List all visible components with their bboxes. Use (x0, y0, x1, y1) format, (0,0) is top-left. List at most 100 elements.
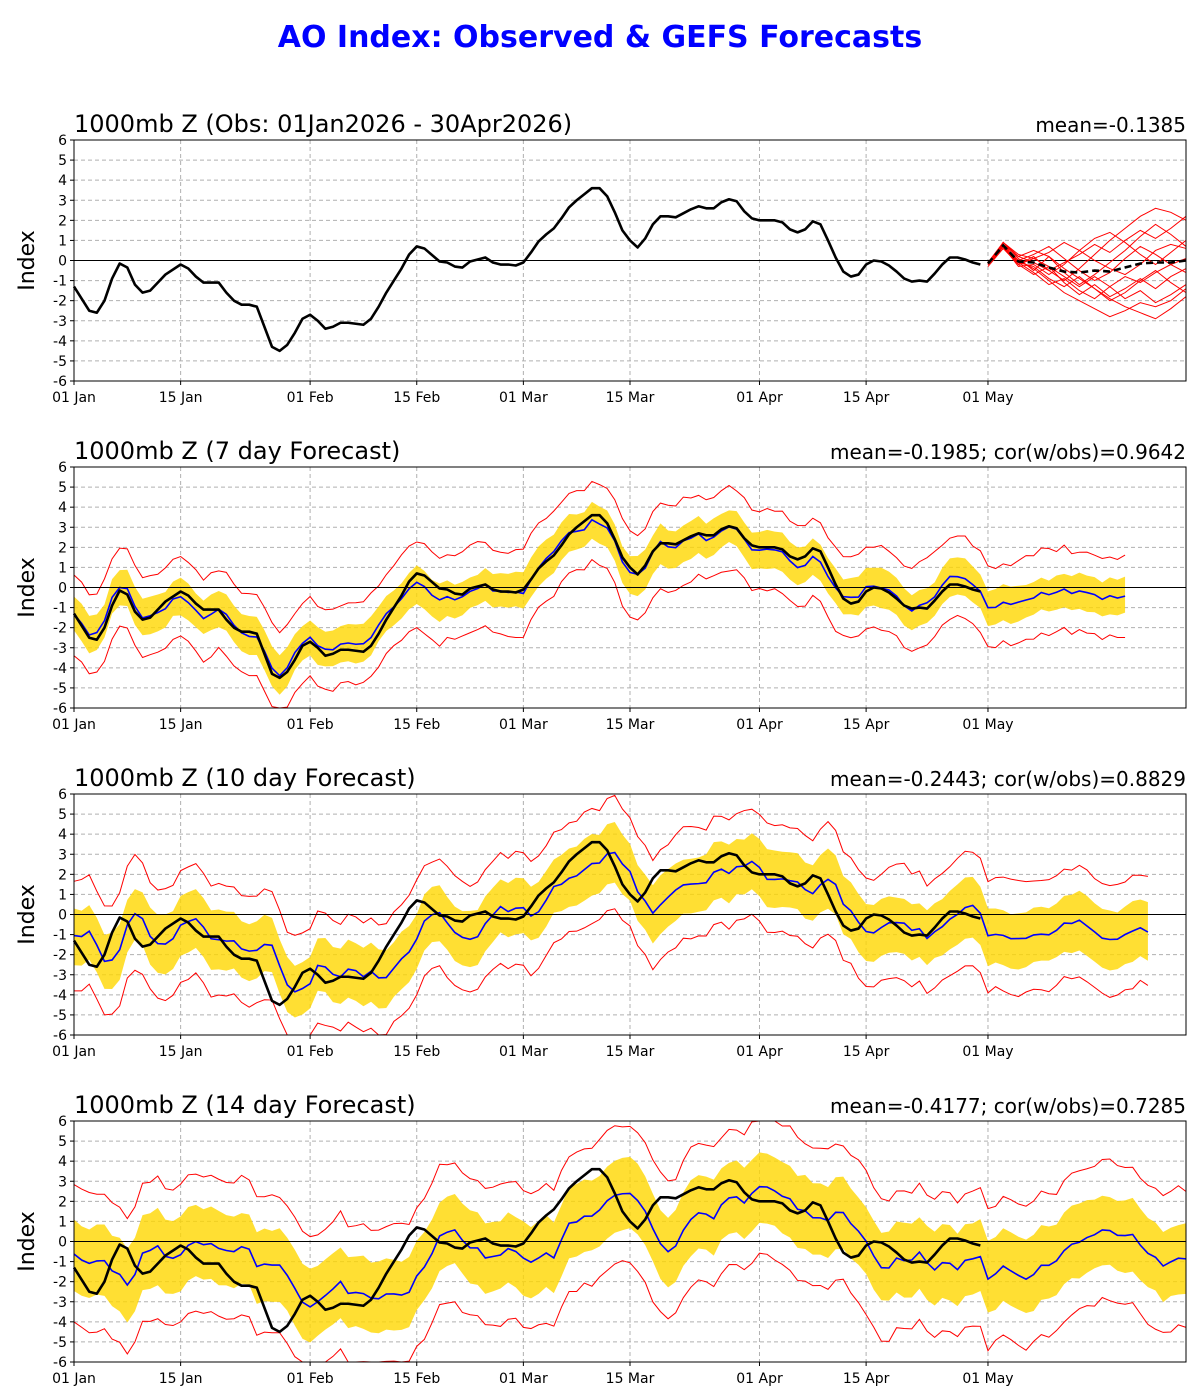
forecast-spread-band (74, 1152, 1186, 1343)
y-tick-label: 5 (58, 807, 67, 823)
ensemble-member-line (987, 245, 1187, 300)
y-tick-label: -5 (53, 354, 67, 370)
x-tick-label: 01 Feb (287, 717, 334, 733)
forecast-min-line (73, 558, 1126, 709)
y-tick-label: -5 (53, 1335, 67, 1351)
y-tick-label: -5 (53, 681, 67, 697)
x-tick-label: 01 Mar (499, 717, 548, 733)
chart-panel-4: 1000mb Z (14 day Forecast) mean=-0.4177; … (15, 1091, 1187, 1387)
x-tick-label: 15 Feb (393, 1044, 440, 1060)
y-axis-label: Index (15, 1211, 40, 1272)
x-tick-label: 01 Apr (736, 717, 783, 733)
y-tick-label: -1 (53, 274, 67, 290)
ensemble-member-line (987, 243, 1187, 282)
x-tick-label: 01 Apr (736, 390, 783, 406)
x-tick-label: 01 Apr (736, 1371, 783, 1387)
y-tick-label: -1 (53, 601, 67, 617)
page-title: AO Index: Observed & GEFS Forecasts (277, 20, 923, 55)
forecast-min-line (73, 1252, 1187, 1363)
y-tick-label: -2 (53, 1275, 67, 1291)
x-tick-label: 15 Feb (393, 1371, 440, 1387)
forecast-max-line (73, 794, 1148, 936)
y-tick-label: 4 (58, 500, 67, 516)
forecast-spread-band (74, 501, 1126, 695)
panel-stats: mean=-0.1385 (1035, 113, 1186, 137)
y-tick-label: -3 (53, 1295, 67, 1311)
y-tick-label: 6 (58, 133, 67, 149)
y-tick-label: -2 (53, 294, 67, 310)
y-tick-label: -4 (53, 988, 67, 1004)
x-tick-label: 15 Apr (843, 390, 890, 406)
panel-stats: mean=-0.2443; cor(w/obs)=0.8829 (830, 767, 1186, 791)
y-tick-label: 2 (58, 213, 67, 229)
y-tick-label: -6 (53, 1028, 67, 1044)
y-tick-label: 0 (58, 581, 67, 597)
y-tick-label: -1 (53, 1255, 67, 1271)
x-tick-label: 01 Feb (287, 1044, 334, 1060)
y-tick-label: -6 (53, 374, 67, 390)
x-tick-label: 01 Mar (499, 390, 548, 406)
y-tick-label: 0 (58, 908, 67, 924)
panel-title: 1000mb Z (Obs: 01Jan2026 - 30Apr2026) (74, 110, 572, 138)
y-tick-label: 2 (58, 867, 67, 883)
observed-line (72, 513, 981, 680)
observed-line (72, 840, 981, 1007)
ensemble-member-line (987, 243, 1187, 320)
y-axis-label: Index (15, 884, 40, 945)
y-tick-label: -6 (53, 1355, 67, 1371)
y-tick-label: -3 (53, 968, 67, 984)
panel-stats: mean=-0.4177; cor(w/obs)=0.7285 (830, 1094, 1186, 1118)
y-tick-label: 5 (58, 1134, 67, 1150)
y-tick-label: 6 (58, 460, 67, 476)
y-tick-label: -4 (53, 1315, 67, 1331)
x-tick-label: 01 Feb (287, 1371, 334, 1387)
x-tick-label: 15 Apr (843, 717, 890, 733)
y-tick-label: -2 (53, 948, 67, 964)
panel-stats: mean=-0.1985; cor(w/obs)=0.9642 (830, 440, 1186, 464)
x-tick-label: 15 Feb (393, 717, 440, 733)
x-tick-label: 15 Jan (159, 1044, 203, 1060)
x-tick-label: 15 Mar (606, 390, 655, 406)
y-tick-label: 1 (58, 887, 67, 903)
x-tick-label: 01 Jan (52, 390, 96, 406)
panel-title: 1000mb Z (14 day Forecast) (74, 1091, 416, 1119)
x-tick-label: 01 Mar (499, 1371, 548, 1387)
ensemble-member-line (987, 215, 1187, 272)
y-tick-label: -1 (53, 928, 67, 944)
y-tick-label: 2 (58, 540, 67, 556)
y-tick-label: 3 (58, 193, 67, 209)
y-tick-label: -4 (53, 334, 67, 350)
y-tick-label: 0 (58, 1235, 67, 1251)
ensemble-mean-line (986, 243, 1187, 274)
y-tick-label: -4 (53, 661, 67, 677)
y-tick-label: -6 (53, 701, 67, 717)
chart-panel-2: 1000mb Z (7 day Forecast) mean=-0.1985; c… (15, 437, 1187, 733)
y-tick-label: 5 (58, 153, 67, 169)
forecast-mean-line (73, 1185, 1187, 1308)
x-tick-label: 01 May (962, 1044, 1013, 1060)
x-tick-label: 01 May (962, 390, 1013, 406)
x-tick-label: 15 Mar (606, 717, 655, 733)
y-tick-label: 4 (58, 173, 67, 189)
observed-line (72, 186, 981, 353)
chart-panel-1: 1000mb Z (Obs: 01Jan2026 - 30Apr2026) mea… (15, 110, 1187, 406)
x-tick-label: 15 Apr (843, 1371, 890, 1387)
forecast-mean-line (73, 851, 1149, 993)
y-tick-label: -3 (53, 641, 67, 657)
y-tick-label: 1 (58, 560, 67, 576)
y-tick-label: 5 (58, 480, 67, 496)
y-tick-label: 4 (58, 1154, 67, 1170)
forecast-max-line (73, 1120, 1187, 1238)
y-tick-label: 1 (58, 1214, 67, 1230)
x-tick-label: 01 Feb (287, 390, 334, 406)
forecast-spread-band (74, 821, 1148, 1018)
panel-title: 1000mb Z (7 day Forecast) (74, 437, 400, 465)
x-tick-label: 15 Apr (843, 1044, 890, 1060)
x-tick-label: 01 Jan (52, 1371, 96, 1387)
x-tick-label: 01 Apr (736, 1044, 783, 1060)
x-tick-label: 15 Jan (159, 1371, 203, 1387)
y-tick-label: -5 (53, 1008, 67, 1024)
chart-panel-3: 1000mb Z (10 day Forecast) mean=-0.2443; … (15, 764, 1187, 1060)
y-tick-label: 0 (58, 254, 67, 270)
x-tick-label: 15 Mar (606, 1044, 655, 1060)
